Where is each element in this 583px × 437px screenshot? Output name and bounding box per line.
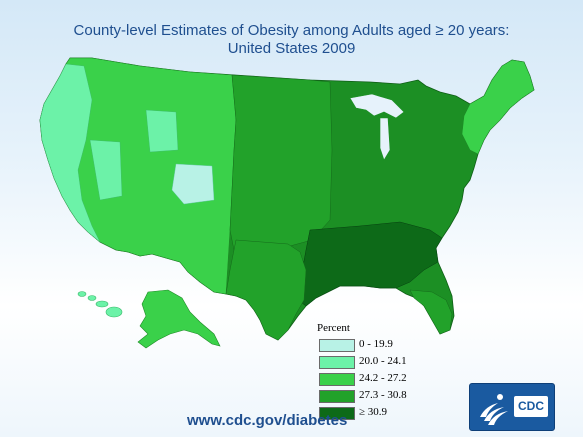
legend-swatch xyxy=(319,407,355,420)
legend-swatch xyxy=(319,373,355,386)
legend-title: Percent xyxy=(317,322,350,334)
legend-swatch xyxy=(319,339,355,352)
florida-region xyxy=(409,289,453,335)
cdc-diabetes-link[interactable]: www.cdc.gov/diabetes xyxy=(187,412,348,429)
legend-label: 20.0 - 24.1 xyxy=(359,355,407,367)
legend-item: 20.0 - 24.1 xyxy=(317,354,437,371)
colorado-low-obesity-region xyxy=(171,163,215,205)
legend-item: 24.2 - 27.2 xyxy=(317,371,437,388)
hhs-eagle-icon xyxy=(480,394,508,425)
hawaii-region xyxy=(77,291,123,318)
map-title-line2: United States 2009 xyxy=(227,40,356,57)
alaska-region xyxy=(137,289,221,349)
legend-label: ≥ 30.9 xyxy=(359,406,388,418)
legend-swatch xyxy=(319,390,355,403)
cdc-logo: CDC xyxy=(469,383,555,431)
map-legend: Percent 0 - 19.9 20.0 - 24.1 24.2 - 27.2… xyxy=(317,322,437,422)
legend-label: 27.3 - 30.8 xyxy=(359,389,407,401)
legend-label: 0 - 19.9 xyxy=(359,338,393,350)
legend-label: 24.2 - 27.2 xyxy=(359,372,407,384)
map-title-line1: County-level Estimates of Obesity among … xyxy=(73,22,510,39)
texas-region xyxy=(225,239,307,341)
northeast-region xyxy=(461,59,535,155)
legend-item: 27.3 - 30.8 xyxy=(317,388,437,405)
lake-michigan xyxy=(379,117,391,161)
great-lakes xyxy=(349,93,405,119)
legend-swatch xyxy=(319,356,355,369)
nevada-light-region xyxy=(89,139,123,201)
legend-item: 0 - 19.9 xyxy=(317,337,437,354)
mountain-light-region xyxy=(145,109,179,153)
cdc-logo-text: CDC xyxy=(514,396,548,417)
legend-item: ≥ 30.9 xyxy=(317,405,437,422)
pacific-coast-region xyxy=(39,63,101,243)
